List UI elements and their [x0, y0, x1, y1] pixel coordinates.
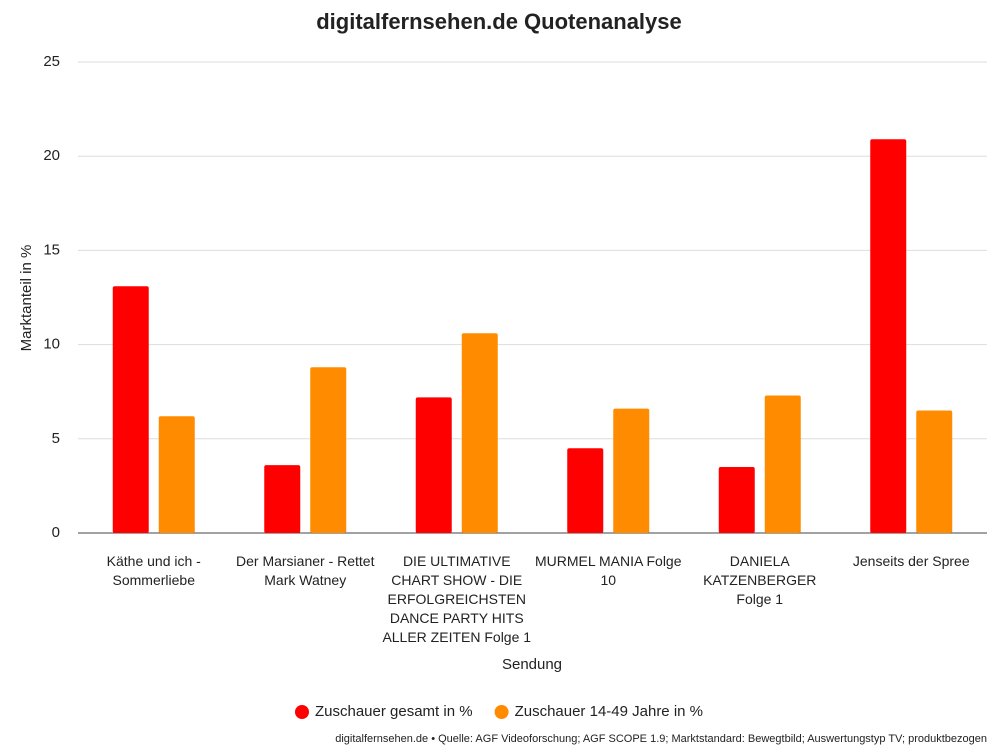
- x-tick-label: Käthe und ich - Sommerliebe: [106, 553, 201, 588]
- x-tick-label: Der Marsianer - Rettet Mark Watney: [236, 553, 375, 588]
- bar: [310, 367, 347, 533]
- chart-title: digitalfernsehen.de Quotenanalyse: [316, 9, 682, 34]
- bar: [461, 333, 498, 533]
- x-tick-label: MURMEL MANIA Folge 10: [534, 553, 682, 588]
- x-axis-label: Sendung: [502, 656, 562, 673]
- y-tick-label: 25: [43, 53, 60, 70]
- y-axis-label: Marktanteil in %: [18, 245, 35, 352]
- source-note: digitalfernsehen.de • Quelle: AGF Videof…: [335, 733, 987, 745]
- y-tick-label: 5: [52, 430, 60, 447]
- y-tick-label: 20: [43, 147, 60, 164]
- y-tick-label: 10: [43, 336, 60, 353]
- legend-label: Zuschauer 14-49 Jahre in %: [515, 703, 703, 720]
- bar: [764, 395, 801, 533]
- x-tick-label: DANIELA KATZENBERGER Folge 1: [703, 553, 817, 607]
- bar: [112, 286, 149, 533]
- x-tick-label: DIE ULTIMATIVE CHART SHOW - DIE ERFOLGRE…: [382, 553, 532, 645]
- legend-label: Zuschauer gesamt in %: [315, 703, 473, 720]
- x-tick-label: Jenseits der Spree: [852, 553, 970, 569]
- bar: [870, 139, 907, 533]
- bar: [718, 467, 755, 533]
- bar: [613, 408, 650, 533]
- bar: [567, 448, 604, 533]
- legend-swatch: [494, 705, 509, 719]
- bar: [415, 397, 452, 533]
- bar: [264, 465, 301, 533]
- y-tick-label: 0: [52, 524, 60, 541]
- legend-swatch: [294, 705, 309, 719]
- bar: [916, 410, 953, 533]
- bar: [158, 416, 195, 533]
- y-tick-label: 15: [43, 241, 60, 258]
